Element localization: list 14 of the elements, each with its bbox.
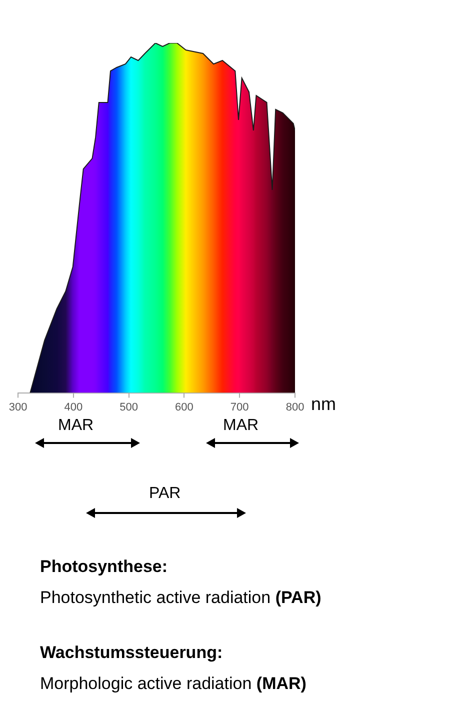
- x-tick-label: 700: [230, 401, 249, 414]
- text: Morphologic active radiation (MAR): [40, 674, 306, 694]
- x-tick-label: 300: [8, 401, 28, 414]
- text: Photosynthetic active radiation (PAR): [40, 588, 322, 608]
- x-tick-label: 800: [286, 401, 304, 414]
- x-tick-label: 600: [175, 401, 194, 414]
- text: MAR: [58, 417, 94, 435]
- x-tick-label: 500: [120, 401, 138, 414]
- x-axis-title: nm: [311, 394, 336, 414]
- text: MAR: [223, 417, 259, 435]
- x-tick-label: 400: [64, 401, 83, 414]
- text: Photosynthese:: [40, 557, 168, 577]
- text: PAR: [149, 485, 181, 503]
- text: Wachstumssteuerung:: [40, 643, 223, 663]
